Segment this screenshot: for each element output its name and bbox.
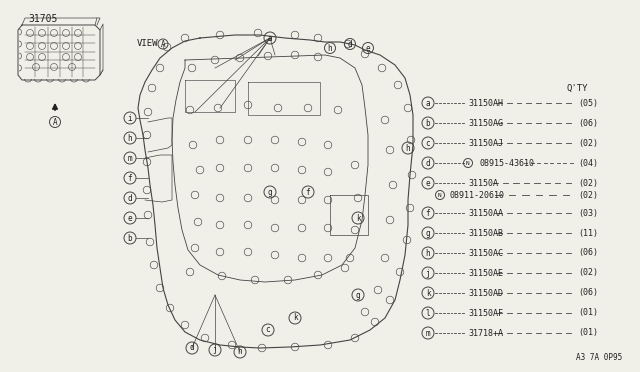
Text: N: N xyxy=(466,160,470,166)
Text: 31150AA: 31150AA xyxy=(468,208,503,218)
Text: (02): (02) xyxy=(578,269,598,278)
Text: VIEW: VIEW xyxy=(137,39,159,48)
Text: (03): (03) xyxy=(578,208,598,218)
Text: N: N xyxy=(438,192,442,198)
Text: (04): (04) xyxy=(578,158,598,167)
Text: h: h xyxy=(406,144,410,153)
Text: (06): (06) xyxy=(578,119,598,128)
Text: d: d xyxy=(128,193,132,202)
Text: h: h xyxy=(426,248,430,257)
Text: c: c xyxy=(266,326,270,334)
Text: 31150AH: 31150AH xyxy=(468,99,503,108)
Text: 31150AF: 31150AF xyxy=(468,308,503,317)
Text: 31705: 31705 xyxy=(28,14,58,24)
Text: k: k xyxy=(356,214,360,222)
Text: (06): (06) xyxy=(578,248,598,257)
Text: d: d xyxy=(348,39,352,48)
Text: g: g xyxy=(426,228,430,237)
Text: (11): (11) xyxy=(578,228,598,237)
Text: b: b xyxy=(128,234,132,243)
Text: 08915-43610: 08915-43610 xyxy=(479,158,534,167)
Text: 31150AG: 31150AG xyxy=(468,119,503,128)
Text: 31718+A: 31718+A xyxy=(468,328,503,337)
Text: a: a xyxy=(268,33,272,42)
Text: b: b xyxy=(426,119,430,128)
Text: (02): (02) xyxy=(578,190,598,199)
Text: f: f xyxy=(128,173,132,183)
Text: 31150AJ: 31150AJ xyxy=(468,138,503,148)
Text: 31150AD: 31150AD xyxy=(468,289,503,298)
Text: (02): (02) xyxy=(578,138,598,148)
Text: i: i xyxy=(128,113,132,122)
Text: A: A xyxy=(52,118,58,126)
Text: h: h xyxy=(128,134,132,142)
Text: c: c xyxy=(426,138,430,148)
Text: (01): (01) xyxy=(578,328,598,337)
Text: 31150A: 31150A xyxy=(468,179,498,187)
Text: (05): (05) xyxy=(578,99,598,108)
Text: a: a xyxy=(426,99,430,108)
Text: (01): (01) xyxy=(578,308,598,317)
Text: k: k xyxy=(426,289,430,298)
Text: (06): (06) xyxy=(578,289,598,298)
Text: h: h xyxy=(237,347,243,356)
Text: j: j xyxy=(426,269,430,278)
Text: Q'TY: Q'TY xyxy=(566,84,588,93)
Text: 08911-20610: 08911-20610 xyxy=(450,190,505,199)
Text: d: d xyxy=(426,158,430,167)
Text: d: d xyxy=(189,343,195,353)
Text: e: e xyxy=(128,214,132,222)
Text: m: m xyxy=(128,154,132,163)
Text: e: e xyxy=(426,179,430,187)
Text: g: g xyxy=(356,291,360,299)
Text: g: g xyxy=(268,187,272,196)
Text: f: f xyxy=(306,187,310,196)
Text: (02): (02) xyxy=(578,179,598,187)
Text: A: A xyxy=(161,39,165,48)
Text: h: h xyxy=(328,44,332,52)
Text: k: k xyxy=(292,314,298,323)
Text: 31150AB: 31150AB xyxy=(468,228,503,237)
Text: 31150AC: 31150AC xyxy=(468,248,503,257)
Text: f: f xyxy=(426,208,430,218)
Text: l: l xyxy=(426,308,430,317)
Text: m: m xyxy=(426,328,430,337)
Text: e: e xyxy=(365,44,371,52)
Text: A3 7A 0P95: A3 7A 0P95 xyxy=(576,353,622,362)
Text: 31150AE: 31150AE xyxy=(468,269,503,278)
Text: j: j xyxy=(212,346,218,355)
